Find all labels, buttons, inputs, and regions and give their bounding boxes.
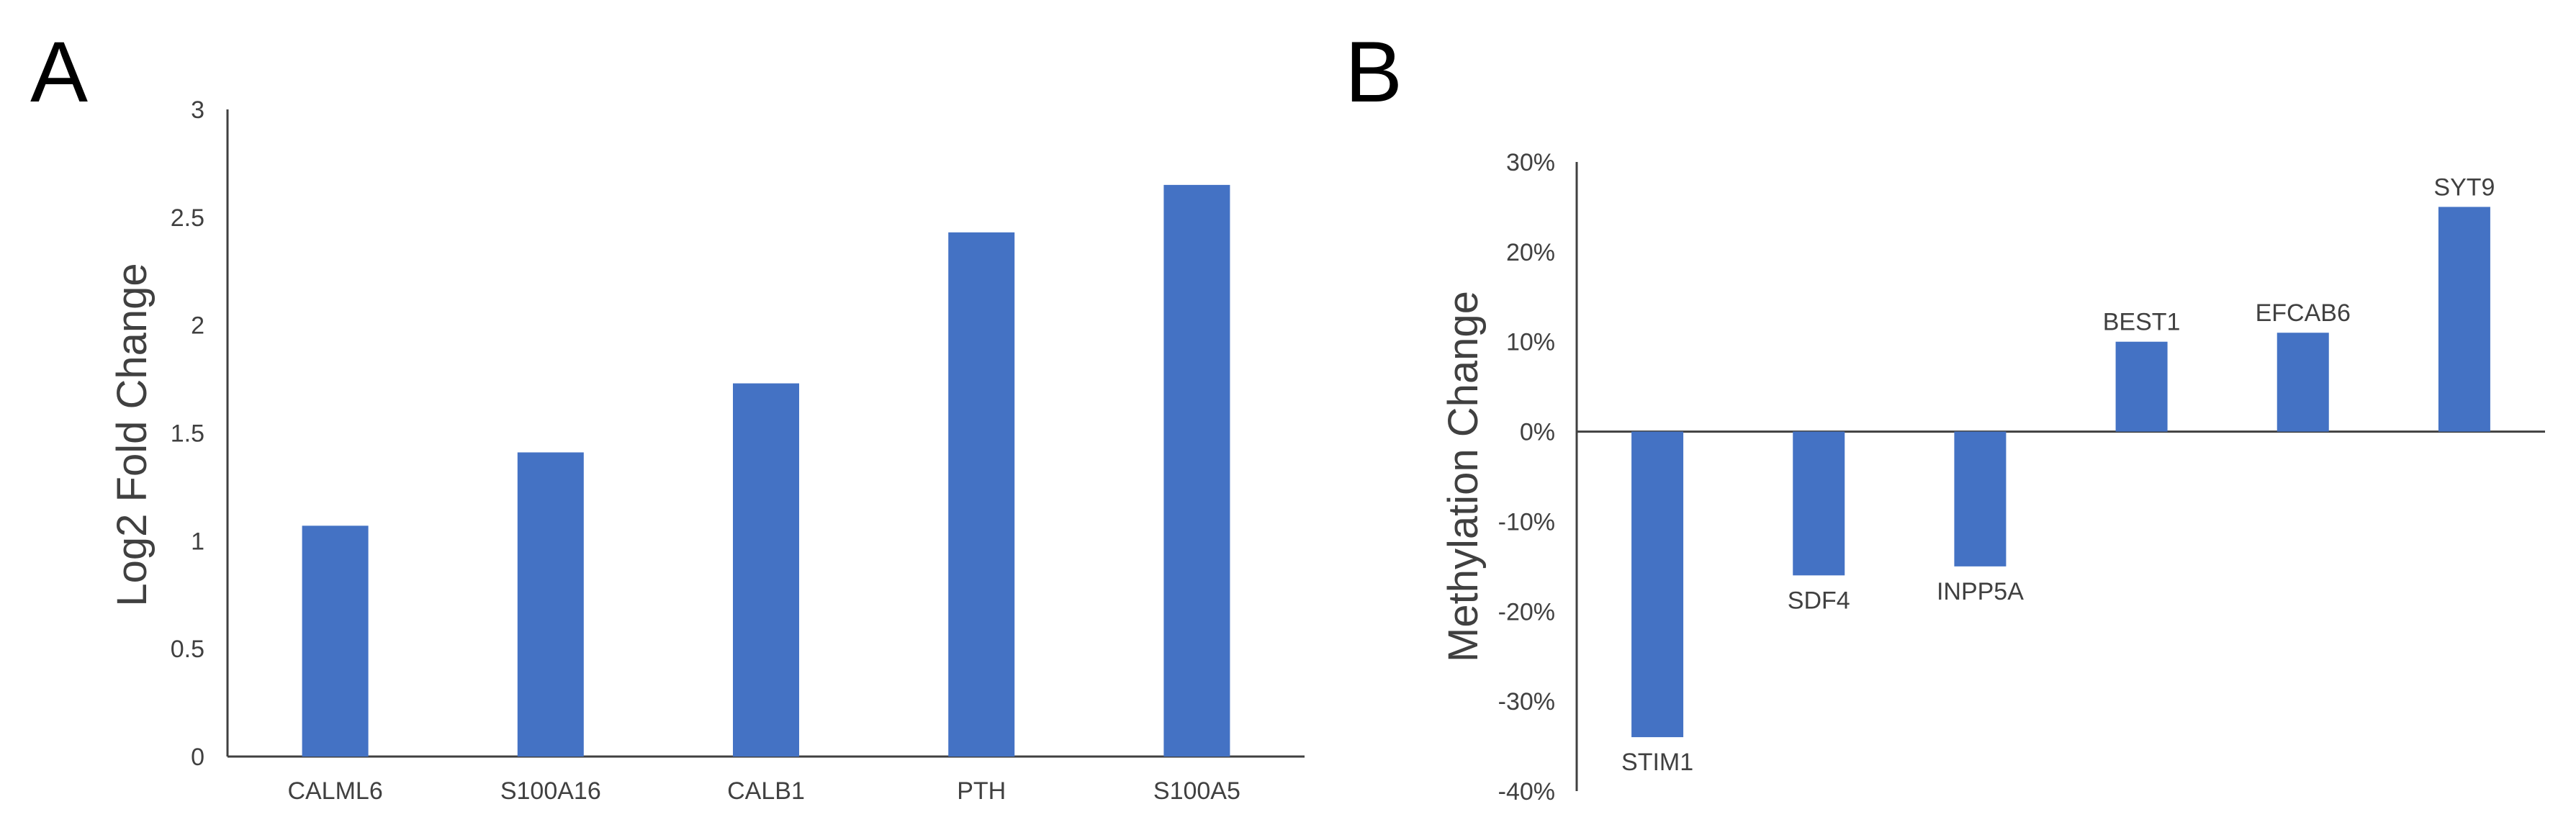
chart-a-y-tick-label: 0 [191,744,204,771]
chart-b-y-tick-label: -10% [1498,508,1555,536]
chart-b-bar-syt9 [2438,207,2490,432]
chart-a-x-tick-label: CALB1 [727,777,805,805]
chart-b-bar-label: EFCAB6 [2256,299,2351,327]
chart-b-y-tick-label: 20% [1506,239,1555,266]
chart-a-x-tick-label: CALML6 [287,777,382,805]
chart-a-y-tick-label: 1.5 [171,420,204,448]
chart-a-x-tick-label: S100A16 [500,777,601,805]
chart-b-bar-best1 [2115,341,2168,432]
panel-b-label: B [1345,24,1403,120]
chart-a-bar-calb1 [733,383,799,757]
chart-a-y-tick-label: 0.5 [171,636,204,663]
chart-b-bar-label: INPP5A [1937,578,2024,605]
chart-a-bar-s100a5 [1163,184,1230,757]
chart-a-y-tick-label: 2 [191,312,204,340]
chart-b-bar-label: STIM1 [1621,749,1693,776]
chart-b-y-tick-label: 30% [1506,149,1555,176]
chart-b-y-tick-label: -30% [1498,688,1555,716]
chart-b-y-axis-title: Methylation Change [1440,291,1487,662]
chart-a-x-tick-label: S100A5 [1153,777,1240,805]
panel-a-label: A [30,24,89,120]
chart-b-y-tick-label: 10% [1506,329,1555,356]
chart-a-x-tick-label: PTH [957,777,1006,805]
chart-b-y-tick-label: -40% [1498,778,1555,805]
chart-b-bar-label: BEST1 [2103,309,2181,336]
chart-b-methylation-change: -40% -30% -20% -10% 0% 10% 20% 30% Methylation C… [1440,149,2545,805]
chart-b-bar-inpp5a [1954,431,2007,567]
chart-a-y-tick-label: 3 [191,96,204,124]
chart-b-bar-stim1 [1631,431,1684,738]
chart-a-bar-calml6 [302,525,369,757]
chart-a-log2-fold-change: 0 0.5 1 1.5 2 2.5 3 Log2 Fold Change CALML6 S100A… [109,96,1305,805]
chart-a-y-axis-title: Log2 Fold Change [109,263,156,606]
chart-b-bar-sdf4 [1793,431,1845,576]
chart-b-bar-efcab6 [2276,333,2329,432]
chart-b-y-tick-label: 0% [1520,419,1555,446]
chart-b-bar-label: SDF4 [1788,587,1850,614]
chart-a-bar-s100a16 [517,452,584,757]
chart-a-y-tick-label: 1 [191,528,204,555]
chart-a-y-tick-label: 2.5 [171,204,204,232]
chart-a-bar-pth [948,232,1015,757]
chart-b-bar-label: SYT9 [2433,173,2495,201]
chart-b-y-tick-label: -20% [1498,598,1555,626]
